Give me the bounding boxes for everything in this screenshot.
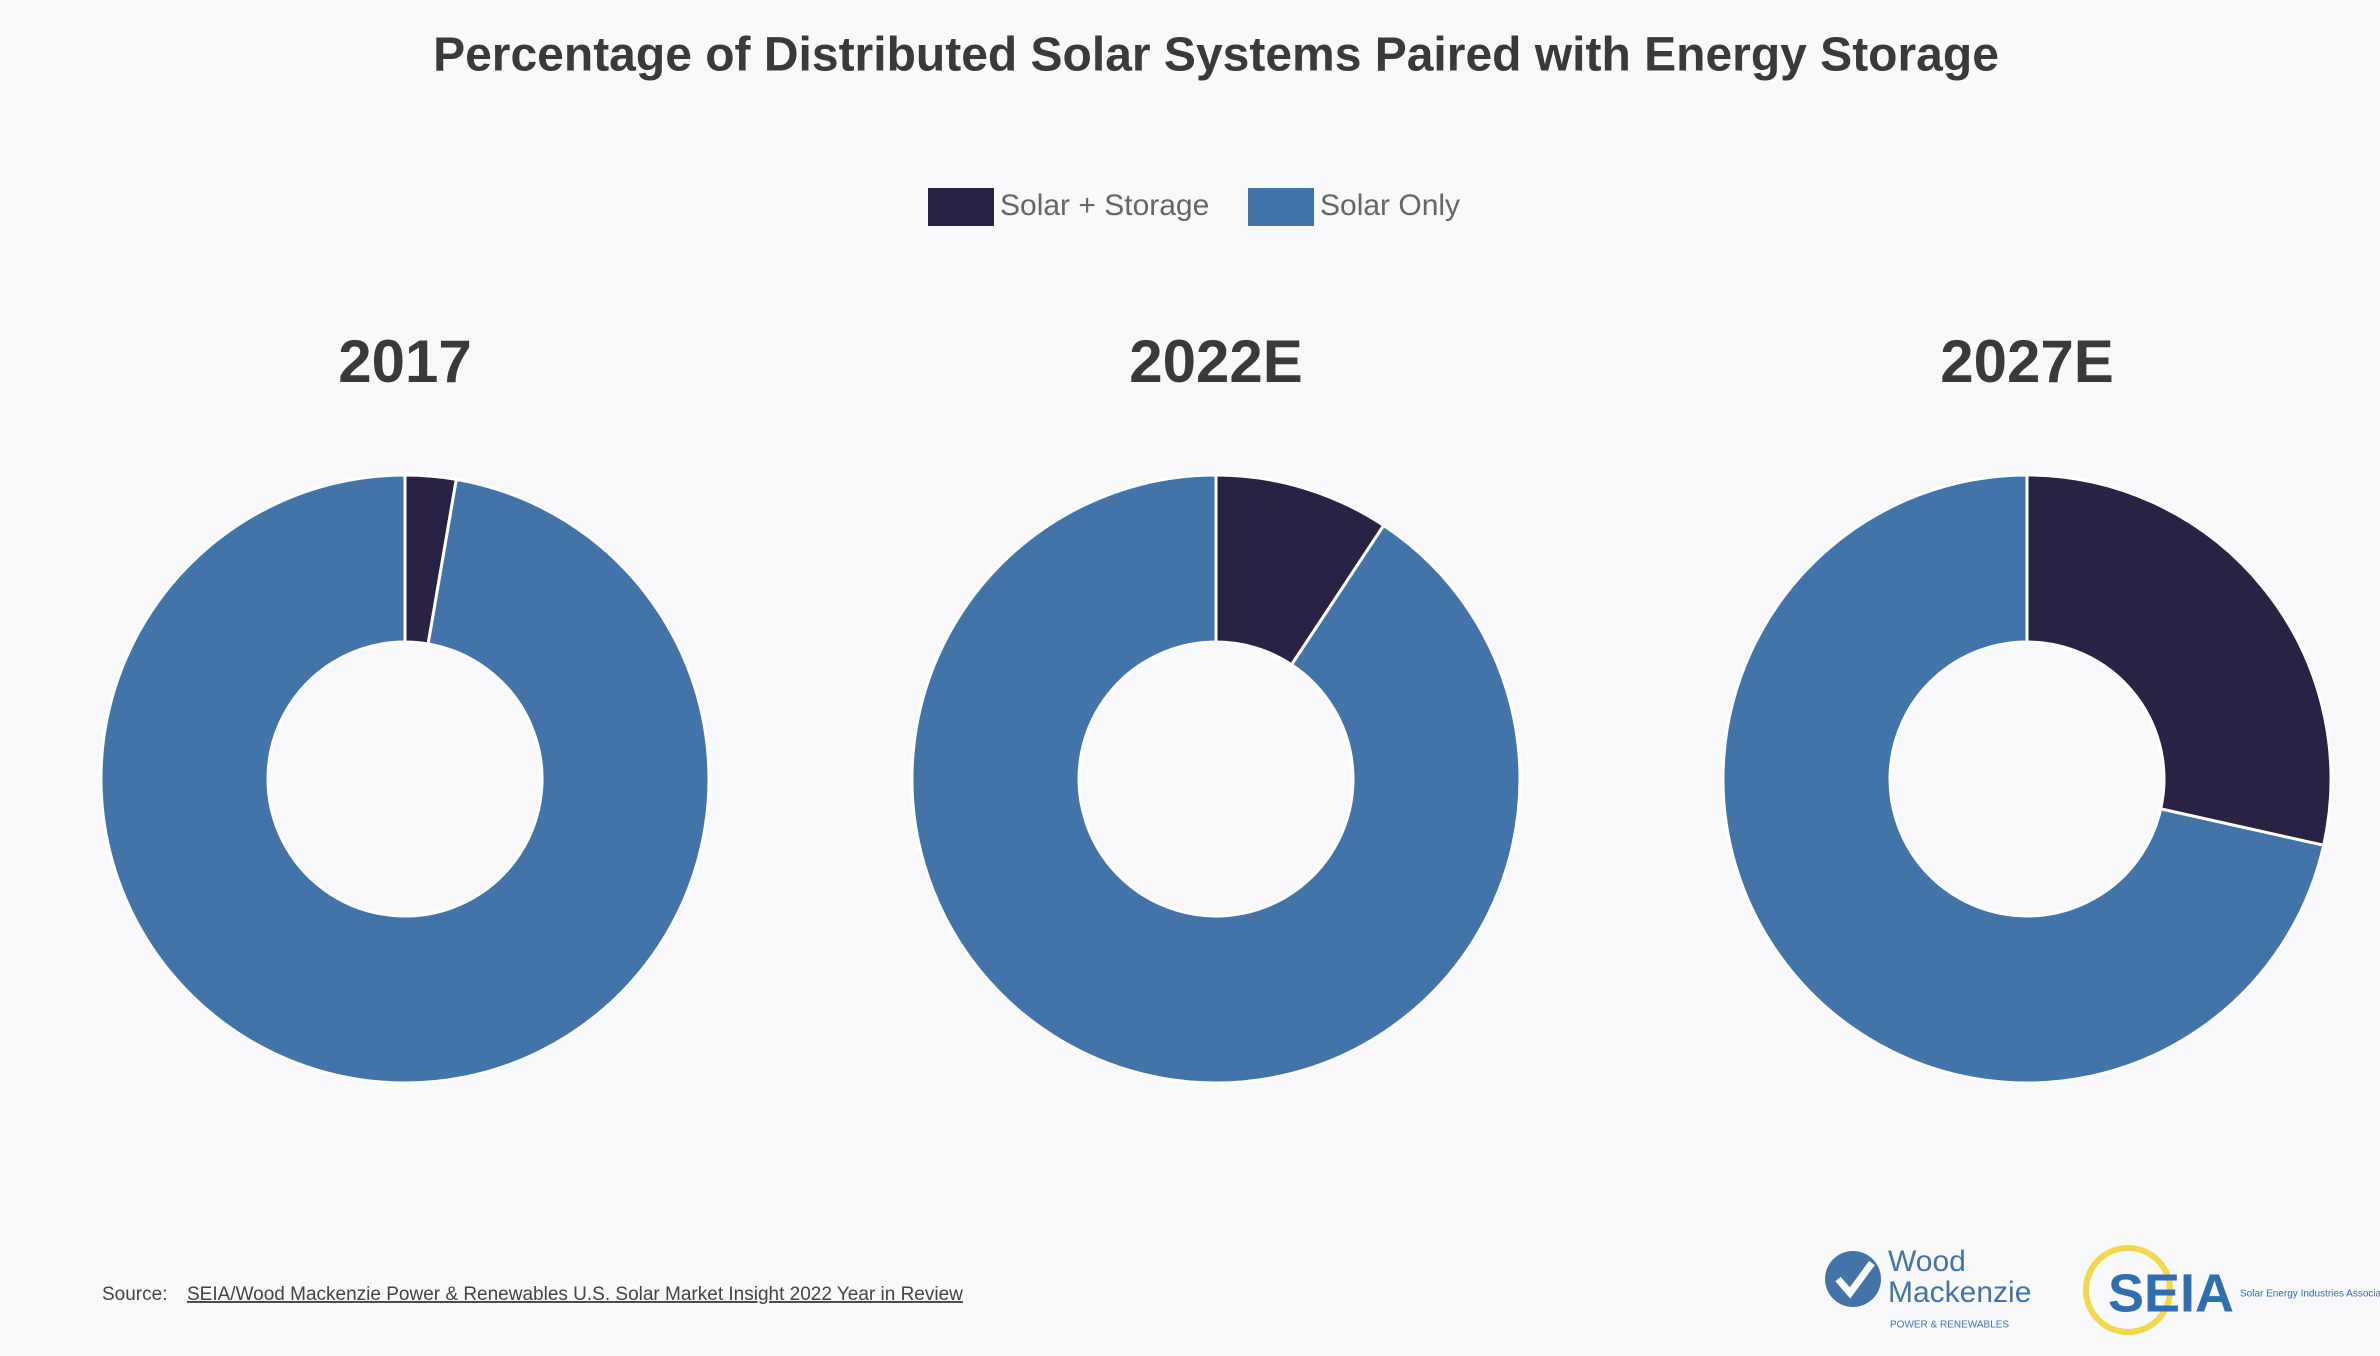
logo-check — [1835, 1260, 1875, 1299]
legend-label: Solar + Storage — [1000, 189, 1209, 222]
legend-swatch — [1248, 188, 1314, 226]
pie-slice — [1721, 473, 2326, 1085]
seia-logo: SEIA Solar Energy Industries Association — [2083, 1245, 2380, 1335]
logo-sun — [2083, 1245, 2173, 1335]
pie-slice — [99, 473, 711, 1085]
pie-title: 2022E — [1129, 328, 1303, 395]
legend-label: Solar Only — [1320, 189, 1460, 222]
wood-mackenzie-logo: Wood Mackenzie POWER & RENEWABLES — [1825, 1245, 2031, 1331]
logo-text: Wood — [1888, 1245, 1966, 1278]
legend-swatch — [928, 188, 994, 226]
logo-subtext: Solar Energy Industries Association — [2240, 1289, 2380, 1300]
pie-slice — [910, 473, 1522, 1085]
chart-title: Percentage of Distributed Solar Systems … — [433, 29, 1999, 82]
pie-slice — [2025, 473, 2333, 848]
source-label: Source: — [102, 1284, 167, 1305]
logo-icon — [1825, 1251, 1881, 1307]
logo-subtext: POWER & RENEWABLES — [1890, 1320, 2009, 1331]
pie-title: 2027E — [1940, 328, 2114, 395]
logo-text: SEIA — [2108, 1263, 2234, 1323]
logo-text: Mackenzie — [1888, 1276, 2031, 1309]
source-link[interactable]: SEIA/Wood Mackenzie Power & Renewables U… — [187, 1284, 963, 1305]
pie-title: 2017 — [338, 328, 471, 395]
